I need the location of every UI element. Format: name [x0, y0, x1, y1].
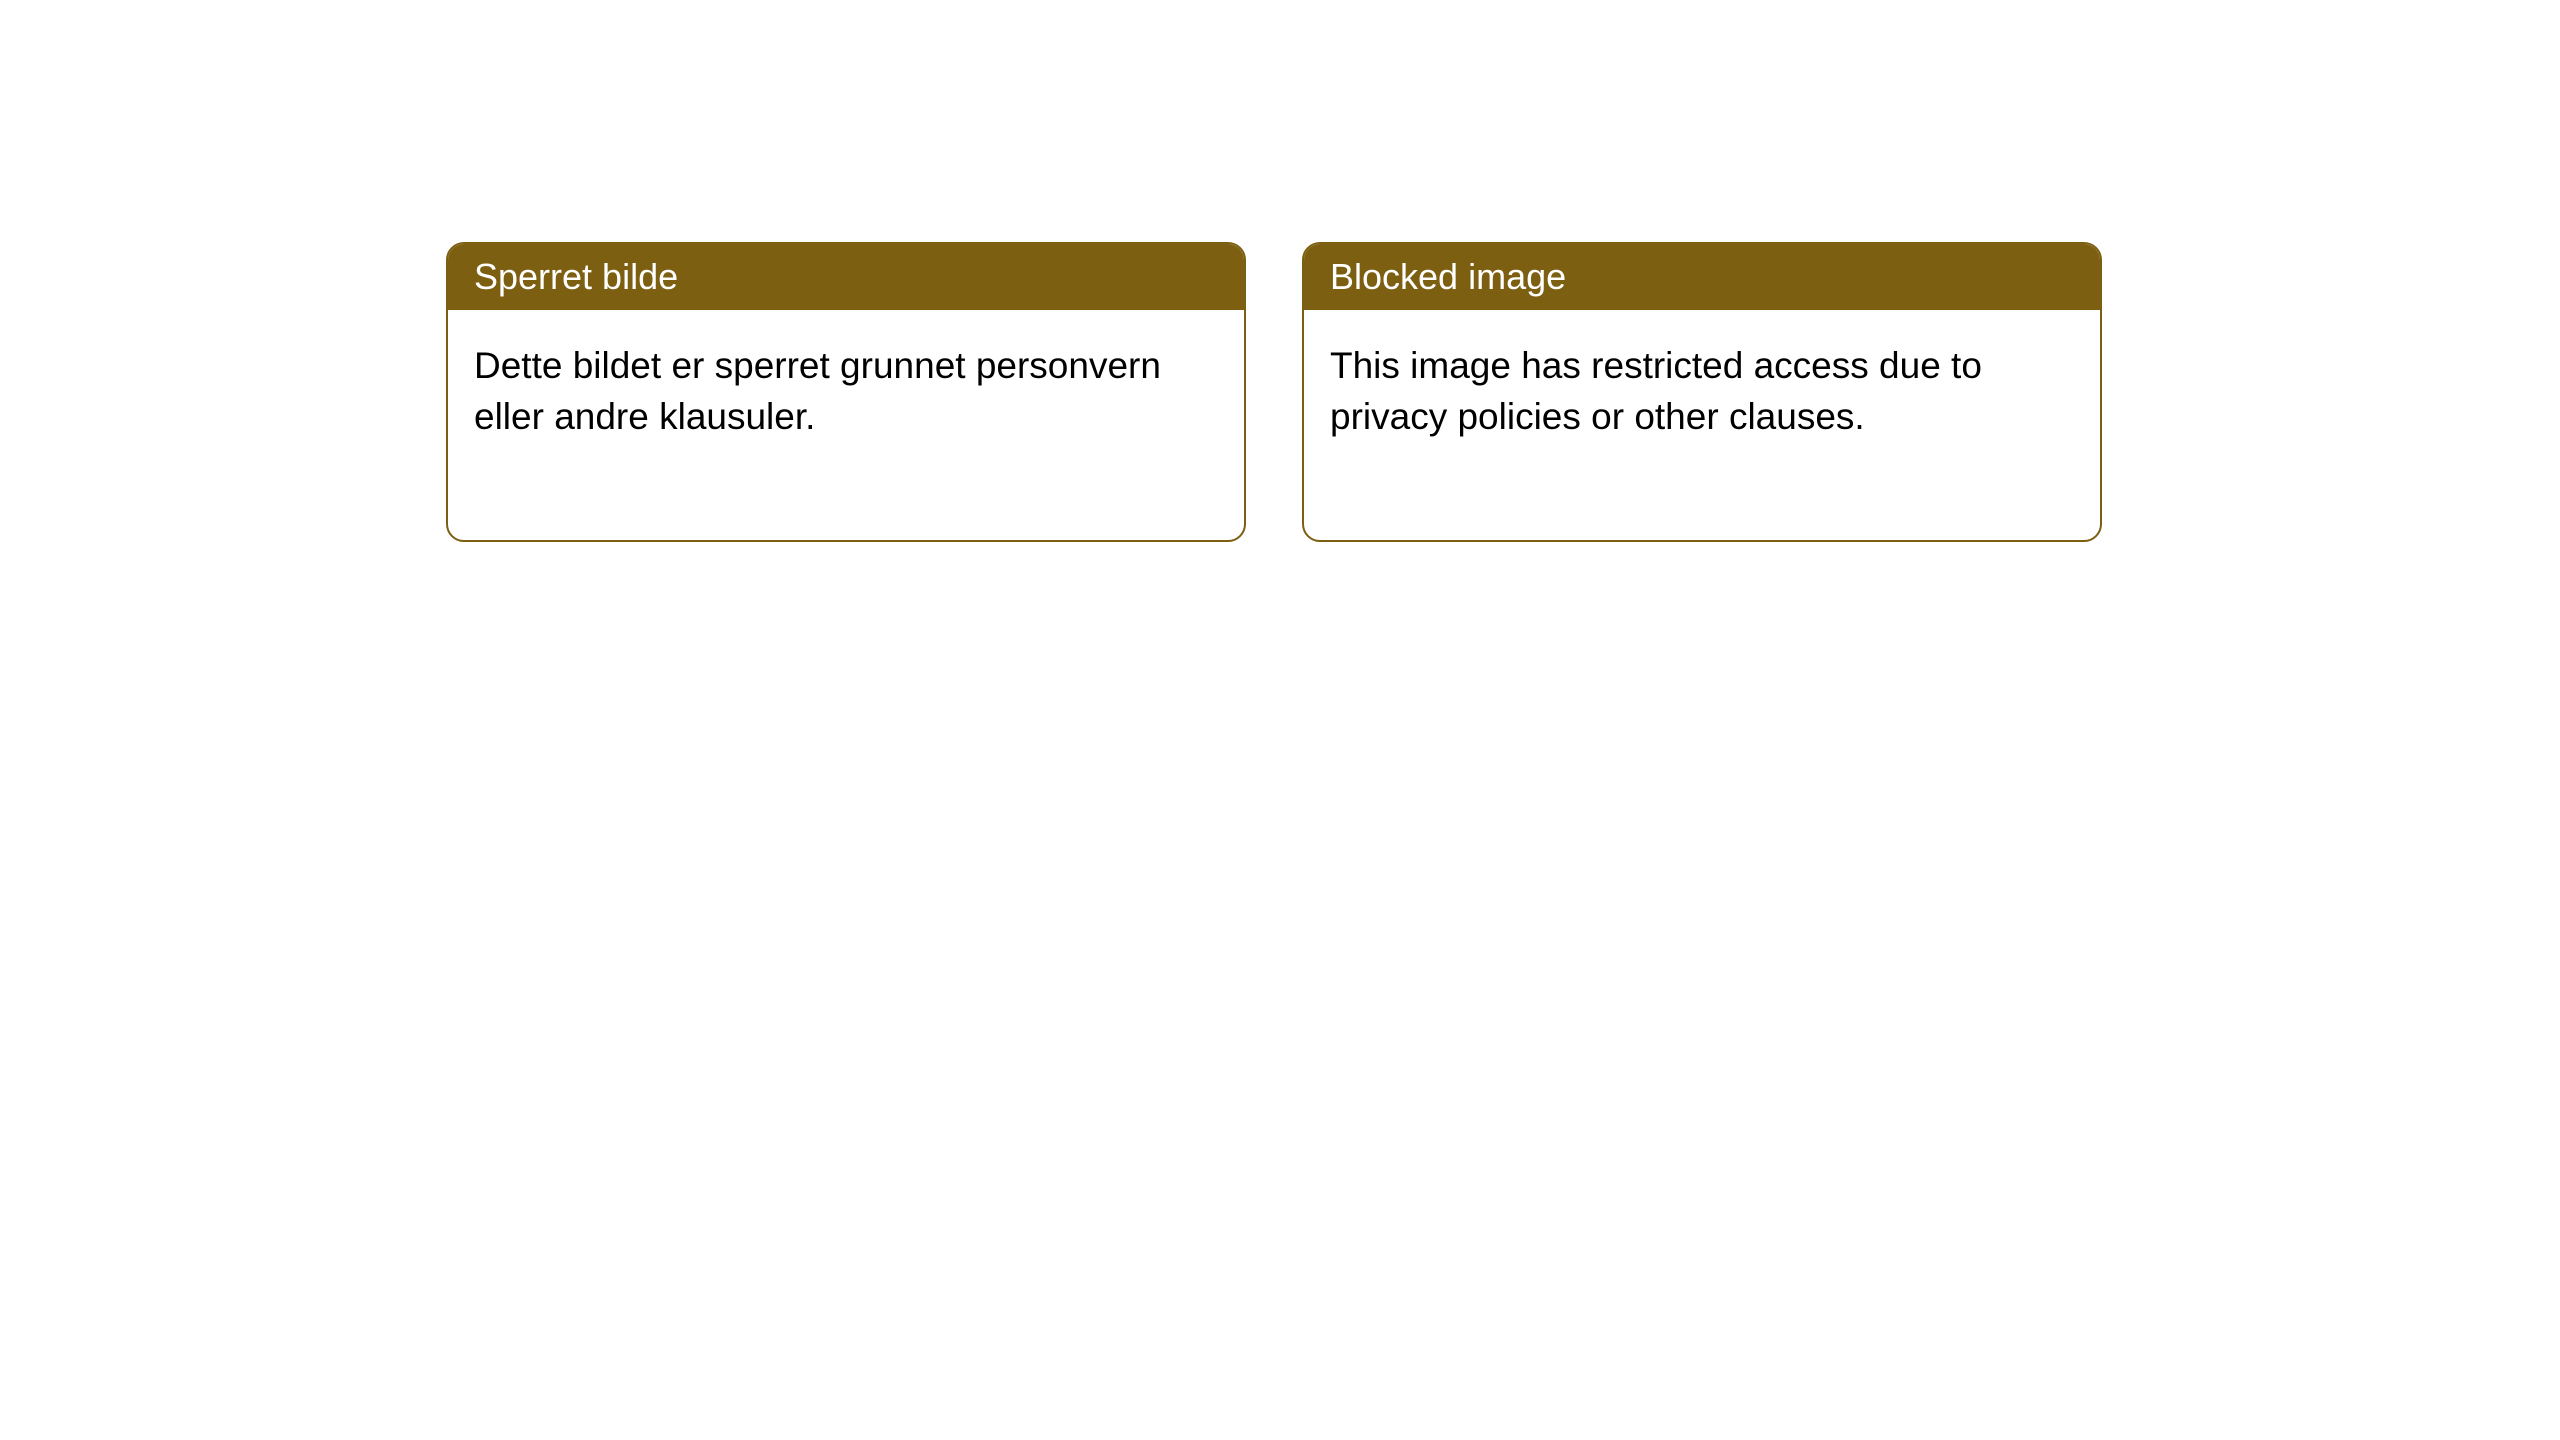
notice-body: Dette bildet er sperret grunnet personve…: [448, 310, 1244, 540]
notice-box-english: Blocked image This image has restricted …: [1302, 242, 2102, 542]
notice-title: Sperret bilde: [474, 256, 678, 297]
notice-body: This image has restricted access due to …: [1304, 310, 2100, 540]
notice-title: Blocked image: [1330, 256, 1566, 297]
notice-box-norwegian: Sperret bilde Dette bildet er sperret gr…: [446, 242, 1246, 542]
notice-container: Sperret bilde Dette bildet er sperret gr…: [0, 0, 2560, 542]
notice-body-text: This image has restricted access due to …: [1330, 345, 1982, 437]
notice-header: Blocked image: [1304, 244, 2100, 310]
notice-header: Sperret bilde: [448, 244, 1244, 310]
notice-body-text: Dette bildet er sperret grunnet personve…: [474, 345, 1161, 437]
